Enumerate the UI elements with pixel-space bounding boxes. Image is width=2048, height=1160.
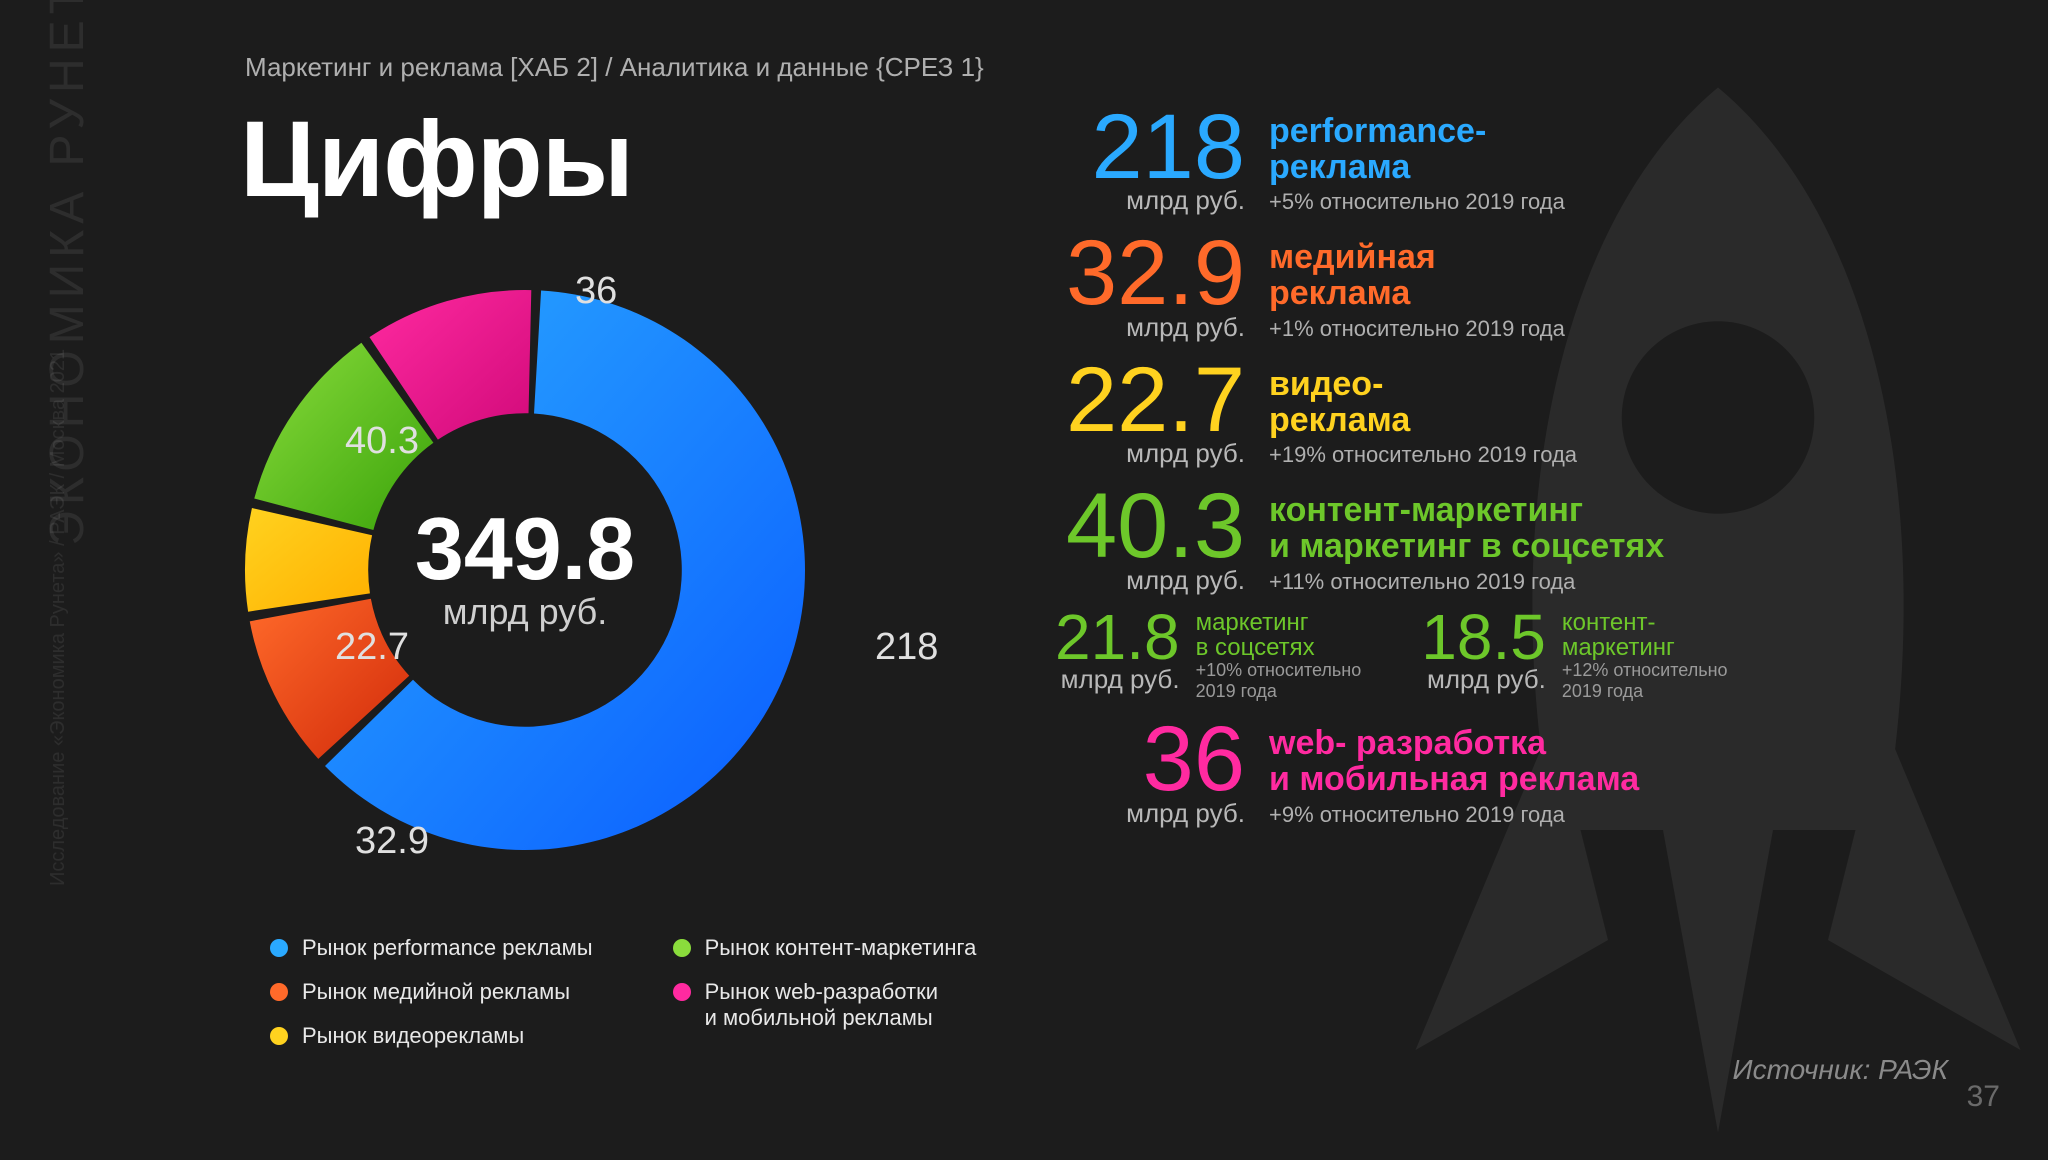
donut-slice-label-2: 22.7 — [335, 626, 409, 669]
chart-legend: Рынок performance рекламы Рынок медийной … — [270, 935, 976, 1049]
source-label: Источник: РАЭК — [1733, 1054, 1948, 1086]
stat-subitem-3-0: 21.8млрд руб. маркетингв соцсетях+10% отн… — [1055, 610, 1361, 702]
stat-row-4: 36млрд руб. web- разработкаи мобильная ре… — [995, 722, 1965, 828]
legend-dot-icon — [673, 939, 691, 957]
stat-label-3: контент-маркетинги маркетинг в соцсетях — [1269, 493, 1664, 564]
donut-slice-label-3: 40.3 — [345, 420, 419, 463]
stat-subsub-3-1: +12% относительно 2019 года — [1562, 660, 1728, 702]
legend-dot-icon — [270, 939, 288, 957]
stat-label-2: видео-реклама — [1269, 367, 1577, 438]
legend-label-3: Рынок контент-маркетинга — [705, 935, 977, 961]
stat-row-2: 22.7млрд руб.видео-реклама+19% относител… — [995, 363, 1965, 469]
stat-row-3: 40.3млрд руб.контент-маркетинги маркетин… — [995, 489, 1965, 595]
donut-slice-label-4: 36 — [575, 270, 617, 313]
stat-sublabel-3: +11% относительно 2019 года — [1269, 569, 1664, 595]
stat-value-0: 218 — [995, 110, 1245, 185]
stats-column: 218 млрд руб. performance-реклама +5% относ… — [995, 110, 1965, 829]
donut-slice-label-1: 32.9 — [355, 820, 429, 863]
legend-item-3: Рынок контент-маркетинга — [673, 935, 977, 961]
stat-row-1: 32.9млрд руб.медийнаяреклама+1% относите… — [995, 236, 1965, 342]
stat-label-1: медийнаяреклама — [1269, 240, 1565, 311]
stat-unit-4: млрд руб. — [995, 798, 1245, 829]
legend-item-0: Рынок performance рекламы — [270, 935, 593, 961]
stat-sublabel-2: +19% относительно 2019 года — [1269, 442, 1577, 468]
legend-dot-icon — [270, 1027, 288, 1045]
side-watermark-sub: Исследование «Экономика Рунета» / РАЭК /… — [47, 349, 70, 886]
stat-value-2: 22.7 — [995, 363, 1245, 438]
stat-subunit-3-1: млрд руб. — [1421, 664, 1546, 695]
legend-label-1: Рынок медийной рекламы — [302, 979, 570, 1005]
legend-dot-icon — [270, 983, 288, 1001]
legend-dot-icon — [673, 983, 691, 1001]
stat-subunit-3-0: млрд руб. — [1055, 664, 1180, 695]
stat-subrow-3: 21.8млрд руб.маркетингв соцсетях+10% отн… — [1055, 610, 1965, 702]
stat-label-0: performance-реклама — [1269, 114, 1565, 185]
donut-slice-label-0: 218 — [875, 626, 938, 669]
stat-sublabel-3-1: контент-маркетинг — [1562, 610, 1728, 660]
stat-sublabel-3-0: маркетингв соцсетях — [1196, 610, 1362, 660]
legend-item-2: Рынок видеорекламы — [270, 1023, 593, 1049]
legend-label-2: Рынок видеорекламы — [302, 1023, 524, 1049]
stat-subsub-3-0: +10% относительно 2019 года — [1196, 660, 1362, 702]
legend-item-4: Рынок web-разработки и мобильной рекламы — [673, 979, 977, 1031]
legend-item-1: Рынок медийной рекламы — [270, 979, 593, 1005]
stat-subitem-3-1: 18.5млрд руб. контент-маркетинг+12% относ… — [1421, 610, 1727, 702]
breadcrumb: Маркетинг и реклама [ХАБ 2] / Аналитика … — [245, 52, 984, 83]
stat-sublabel-0: +5% относительно 2019 года — [1269, 189, 1565, 215]
stat-subvalue-3-0: 21.8 — [1055, 610, 1180, 664]
stat-value-4: 36 — [995, 722, 1245, 797]
page-title: Цифры — [240, 96, 633, 221]
donut-total-unit: млрд руб. — [415, 591, 635, 633]
stat-label-4: web- разработкаи мобильная реклама — [1269, 726, 1639, 797]
stat-row-0: 218млрд руб.performance-реклама+5% относ… — [995, 110, 1965, 216]
donut-chart: 349.8 млрд руб. — [205, 250, 845, 890]
legend-label-0: Рынок performance рекламы — [302, 935, 593, 961]
stat-value-1: 32.9 — [995, 236, 1245, 311]
donut-center: 349.8 млрд руб. — [415, 507, 635, 633]
legend-label-4: Рынок web-разработки и мобильной рекламы — [705, 979, 938, 1031]
stat-sublabel-4: +9% относительно 2019 года — [1269, 802, 1639, 828]
stat-value-3: 40.3 — [995, 489, 1245, 564]
page-number: 37 — [1967, 1080, 2000, 1114]
stat-subvalue-3-1: 18.5 — [1421, 610, 1546, 664]
donut-total-value: 349.8 — [415, 507, 635, 591]
stat-sublabel-1: +1% относительно 2019 года — [1269, 316, 1565, 342]
